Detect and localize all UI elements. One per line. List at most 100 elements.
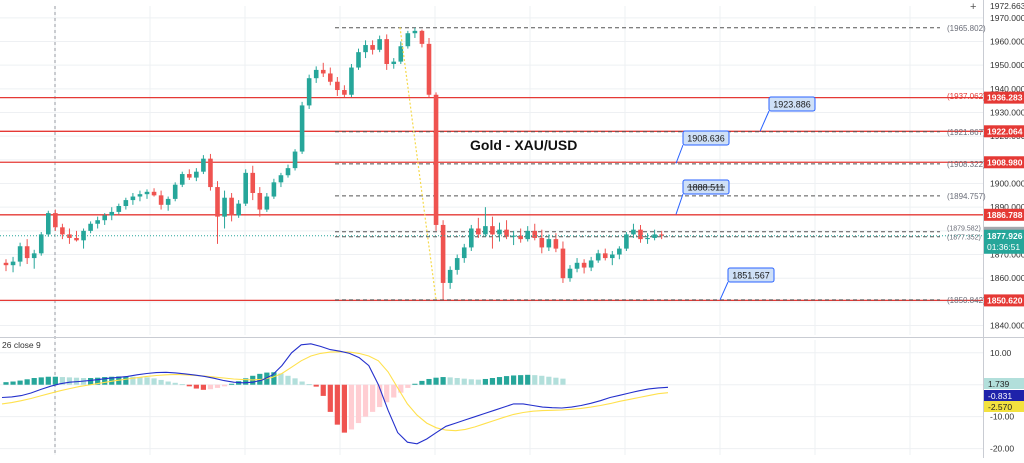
- candle-body: [553, 239, 559, 249]
- candle-body: [405, 33, 411, 47]
- price-tick-label: 1940.000: [990, 84, 1024, 94]
- histogram-bar: [172, 382, 178, 385]
- level-tag-text: 1886.788: [987, 210, 1023, 220]
- histogram-bar: [52, 376, 58, 385]
- candle-body: [497, 229, 502, 235]
- callout: 1923.886: [759, 96, 816, 132]
- histogram-bar: [299, 381, 305, 385]
- macd-value-text: -0.831: [988, 391, 1012, 401]
- candle-body: [243, 172, 248, 204]
- candle-body: [109, 211, 115, 216]
- candle-body: [320, 69, 326, 74]
- candle-body: [3, 262, 9, 266]
- callout-box: [682, 130, 730, 146]
- price-tick-label: 1930.000: [990, 108, 1024, 118]
- top-price-bg: [984, 0, 1024, 11]
- price-tick-label: 1890.000: [990, 202, 1024, 212]
- candle-body: [208, 158, 213, 188]
- histogram-bar: [179, 384, 185, 386]
- macd-value-tag: [984, 390, 1024, 401]
- candle-body: [490, 226, 495, 235]
- histogram-bar: [306, 384, 312, 386]
- level-tag: [984, 156, 1024, 169]
- histogram-bar: [355, 384, 362, 424]
- candle-body: [306, 78, 312, 106]
- histogram-bar: [320, 384, 326, 396]
- histogram-bar: [59, 377, 65, 385]
- macd-value-text: -2.570: [988, 402, 1012, 412]
- candle-body: [532, 230, 538, 238]
- histogram-bar: [144, 377, 150, 385]
- level-tag: [984, 91, 1024, 104]
- level-tag-text: 1850.620: [987, 295, 1023, 305]
- histogram-bar: [362, 384, 369, 417]
- histogram-bar: [130, 376, 136, 385]
- callout: 1851.567: [719, 267, 775, 301]
- histogram-bar: [243, 378, 249, 385]
- callout-text: 1888.511: [688, 183, 725, 193]
- candle-body: [610, 254, 615, 259]
- level-tag: [984, 125, 1024, 138]
- level-label: (1850.842): [947, 296, 986, 305]
- candle-body: [236, 203, 241, 216]
- histogram-bar: [525, 374, 531, 385]
- candle-body: [10, 261, 16, 266]
- histogram-bar: [398, 384, 404, 393]
- candle-body: [349, 67, 354, 95]
- candle-body: [433, 94, 439, 225]
- histogram-bar: [3, 382, 9, 385]
- callout-text: 1923.886: [773, 100, 811, 110]
- candle-body: [447, 269, 453, 283]
- candle-body: [335, 81, 340, 91]
- callout-box: [727, 267, 775, 283]
- histogram-bar: [221, 384, 228, 387]
- histogram-bar: [31, 378, 37, 385]
- levels: [0, 27, 983, 302]
- price-axis: 1840.0001850.0001860.0001870.0001880.000…: [970, 0, 1024, 331]
- level-label: (1965.802): [947, 24, 986, 33]
- histogram-bar: [327, 384, 333, 412]
- candle-body: [384, 39, 389, 64]
- candle-body: [454, 258, 460, 270]
- histogram-bar: [454, 378, 460, 385]
- macd-axis: 10.00 -10.00 -20.00 1.739 -0.831-2.570: [984, 348, 1024, 454]
- macd-tick-label: -20.00: [990, 444, 1014, 454]
- histogram-bar: [38, 377, 44, 385]
- top-price-label: 1972.663: [990, 1, 1024, 11]
- histogram-bar: [553, 377, 559, 385]
- histogram-bar: [546, 376, 552, 385]
- candle-body: [595, 253, 601, 261]
- candle-body: [560, 248, 566, 279]
- candle-body: [215, 187, 220, 217]
- histogram-bar: [158, 379, 164, 385]
- histogram-bar: [560, 378, 566, 385]
- macd-histogram: [3, 372, 566, 433]
- crosshair-icon: +: [970, 1, 976, 13]
- candle-body: [158, 195, 164, 205]
- candle-body: [342, 90, 347, 95]
- candle-body: [504, 229, 509, 237]
- candle-body: [250, 172, 256, 193]
- callout: 1888.511: [675, 179, 730, 215]
- price-grid: [0, 6, 983, 455]
- histogram-bar: [419, 380, 425, 385]
- candle-body: [179, 174, 185, 185]
- candle-body: [88, 223, 93, 231]
- candle-body: [46, 213, 51, 235]
- candle-body: [38, 234, 44, 254]
- candle-body: [81, 230, 86, 241]
- candle-body: [292, 151, 298, 169]
- histogram-bar: [285, 375, 291, 385]
- level-tag: [984, 294, 1024, 307]
- last-price-tag: [984, 229, 1024, 254]
- histogram-bar: [447, 377, 453, 385]
- candle-body: [363, 45, 368, 53]
- candle-body: [151, 191, 157, 196]
- histogram-bar: [88, 378, 94, 385]
- histogram-bar: [539, 375, 545, 385]
- macd-tick-label: 10.00: [990, 348, 1012, 358]
- histogram-bar: [200, 384, 206, 390]
- candle-body: [370, 45, 375, 50]
